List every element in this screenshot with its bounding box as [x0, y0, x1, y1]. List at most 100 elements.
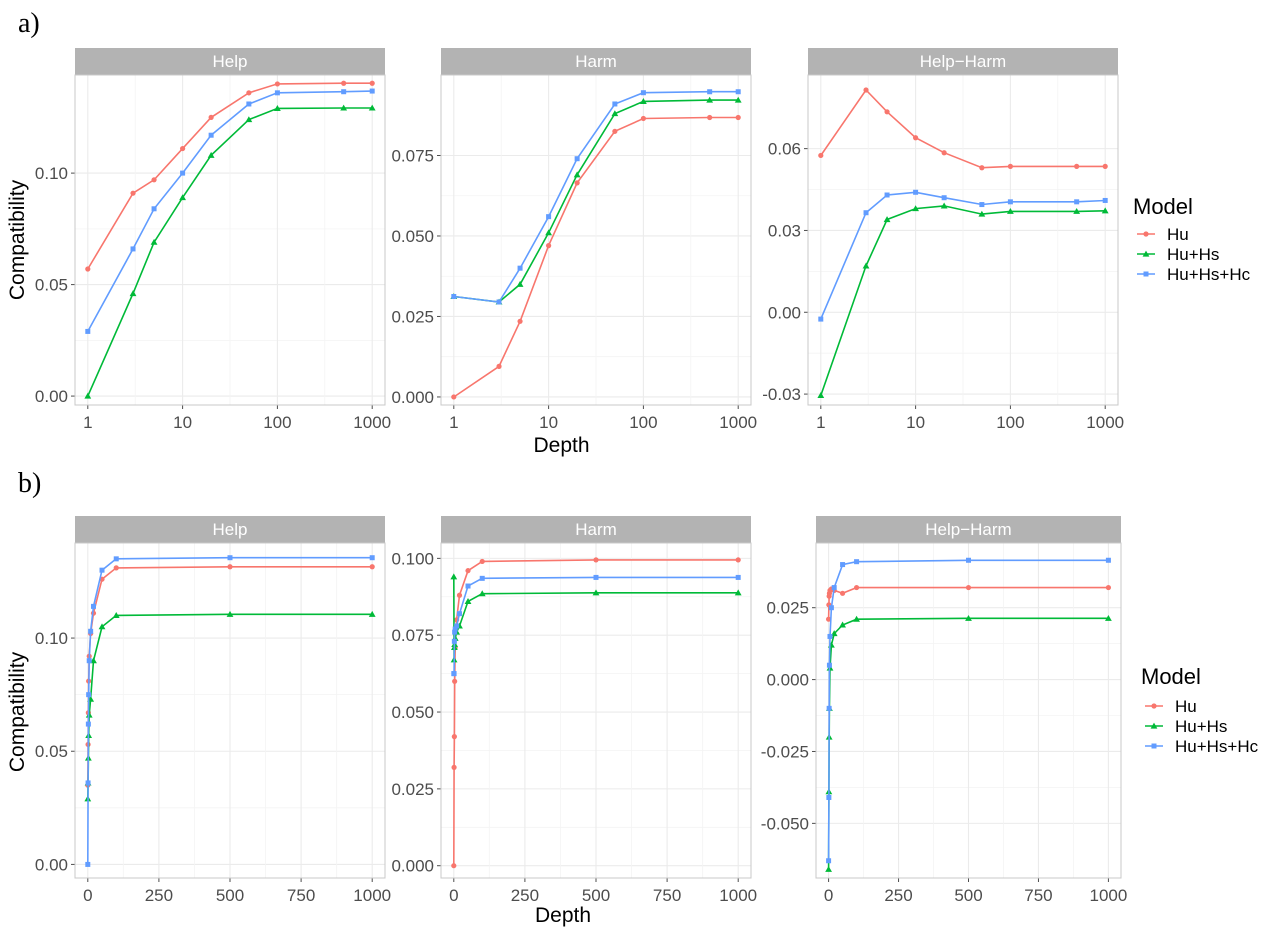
panel-border: [815, 542, 1122, 879]
panel-label-b: b): [18, 468, 41, 499]
data-point: [734, 96, 742, 103]
data-point: [450, 573, 458, 580]
x-tick-label: 10: [173, 413, 192, 432]
data-point: [451, 394, 457, 400]
data-point: [86, 692, 92, 698]
data-point: [839, 621, 846, 628]
data-point: [150, 238, 158, 245]
x-tick-label: 100: [629, 413, 657, 432]
facet-harm: Harm 0.000 0.025 0.050 0.075 1 10 100 1000: [391, 48, 757, 432]
panel-border: [440, 74, 752, 406]
data-point: [593, 574, 599, 580]
facet-strip: [75, 516, 385, 543]
data-point: [341, 80, 347, 86]
data-point: [941, 195, 947, 201]
data-point: [854, 559, 860, 565]
x-tick-label: 750: [1024, 886, 1052, 905]
y-tick-label: 0.050: [391, 227, 434, 246]
data-point: [1102, 197, 1108, 203]
legend-label: Hu+Hs: [1175, 717, 1227, 736]
x-tick-label: 100: [996, 413, 1024, 432]
y-tick-label: 0.00: [768, 303, 801, 322]
data-point: [88, 628, 94, 634]
x-axis-title: Depth: [535, 904, 591, 927]
data-point: [826, 794, 832, 800]
x-tick-label: 750: [287, 886, 315, 905]
data-point: [863, 87, 869, 93]
data-point: [274, 105, 281, 111]
x-tick-label: 500: [216, 886, 244, 905]
data-point: [369, 88, 375, 94]
y-axis-title: Compatibility: [6, 651, 29, 772]
series-hu-hs-hc: [85, 88, 375, 334]
y-tick-label: 0.03: [768, 221, 801, 240]
data-point: [340, 104, 348, 111]
data-point: [113, 556, 119, 562]
data-point: [817, 392, 825, 399]
facet-strip: [816, 516, 1121, 543]
data-point: [208, 114, 214, 120]
series-hu-hs-hc: [451, 89, 741, 305]
data-point: [862, 262, 870, 269]
grid: [75, 75, 385, 405]
x-tick-label: 250: [884, 886, 912, 905]
data-point: [464, 597, 472, 604]
data-point: [85, 721, 91, 727]
x-tick-label: 0: [83, 886, 92, 905]
series-hu: [451, 114, 741, 400]
x-tick-label: 250: [511, 886, 539, 905]
y-tick-label: 0.025: [391, 780, 434, 799]
data-point: [479, 575, 485, 581]
data-point: [245, 116, 253, 123]
x-tick-label: 0: [824, 886, 833, 905]
data-point: [98, 623, 106, 630]
data-point: [839, 590, 846, 596]
chart-a: Help 0.00 0.05 0.10 1 10 100 1000 Harm 0.000 0.025…: [6, 48, 1251, 457]
data-point: [574, 180, 580, 186]
data-point: [451, 671, 457, 677]
data-point: [1105, 614, 1112, 621]
legend-key-marker: [1151, 743, 1157, 749]
data-point: [274, 90, 280, 96]
legend-label: Hu: [1167, 225, 1189, 244]
data-point: [573, 171, 581, 178]
x-tick-label: 10: [906, 413, 925, 432]
data-point: [965, 584, 972, 591]
data-point: [913, 189, 919, 195]
y-tick-label: 0.000: [766, 671, 809, 690]
data-point: [1074, 163, 1080, 169]
y-tick-label: 0.000: [391, 857, 434, 876]
data-point: [113, 565, 119, 571]
facet-title: Help: [213, 520, 248, 539]
series-hu: [825, 584, 1112, 622]
facet-strip: [441, 48, 751, 75]
y-tick-label: -0.03: [762, 385, 801, 404]
data-point: [1101, 207, 1109, 214]
data-point: [979, 202, 985, 208]
y-tick-label: 0.075: [391, 626, 434, 645]
data-point: [826, 705, 832, 711]
data-point: [451, 638, 457, 644]
data-point: [734, 589, 742, 596]
grid: [441, 75, 751, 405]
x-tick-label: 1000: [1086, 413, 1124, 432]
data-point: [912, 135, 919, 141]
data-point: [451, 294, 457, 300]
data-point: [884, 192, 890, 198]
series-hu-hs: [84, 104, 376, 399]
grid: [808, 75, 1118, 405]
data-point: [451, 734, 457, 740]
data-point: [151, 177, 157, 183]
data-point: [612, 128, 618, 134]
y-tick-label: 0.00: [35, 387, 68, 406]
x-tick-label: 1000: [719, 886, 757, 905]
data-point: [640, 90, 646, 96]
data-point: [707, 114, 713, 121]
y-tick-label: 0.10: [35, 629, 68, 648]
data-point: [1007, 207, 1014, 214]
data-point: [883, 216, 891, 223]
x-tick-label: 750: [653, 886, 681, 905]
x-tick-label: 1: [83, 413, 92, 432]
facet-strip: [441, 516, 751, 543]
